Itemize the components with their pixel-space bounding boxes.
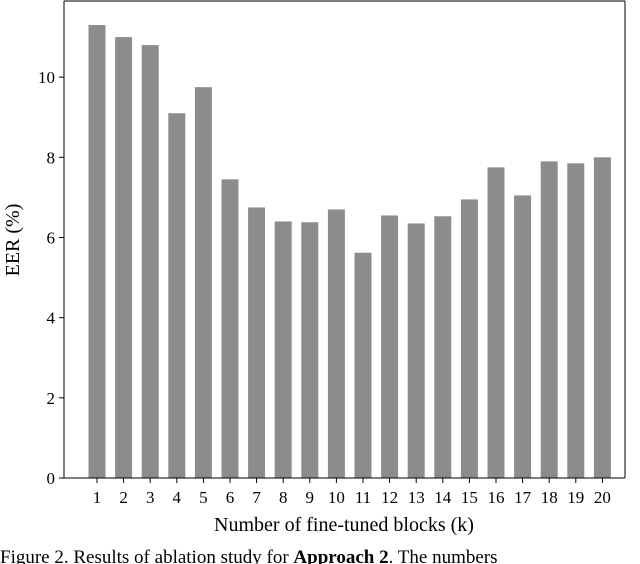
y-ticks-group: 0 2 4 6 8 10 xyxy=(38,68,64,488)
x-axis-title: Number of fine-tuned blocks (k) xyxy=(214,514,474,536)
bar-k-16 xyxy=(487,167,505,478)
bar-k-15 xyxy=(460,199,478,479)
bar-k-8 xyxy=(274,221,292,478)
x-tick-label: 3 xyxy=(146,488,155,507)
x-tick-label: 9 xyxy=(306,488,315,507)
x-tick-label: 2 xyxy=(119,488,128,507)
y-tick-label: 10 xyxy=(38,68,55,87)
x-tick-label: 13 xyxy=(408,488,425,507)
x-tick-label: 16 xyxy=(488,488,505,507)
x-tick-label: 1 xyxy=(93,488,102,507)
bar-k-20 xyxy=(593,157,611,478)
bar-k-9 xyxy=(301,222,319,478)
bar-k-2 xyxy=(115,37,133,478)
x-tick-label: 7 xyxy=(252,488,261,507)
x-tick-label: 5 xyxy=(199,488,208,507)
caption-bold-text: Approach 2 xyxy=(293,547,388,564)
bar-k-6 xyxy=(221,179,239,478)
caption-prefix: Figure 2. Results of ablation study for xyxy=(0,547,293,564)
y-tick-label: 2 xyxy=(47,389,56,408)
x-tick-label: 4 xyxy=(173,488,182,507)
bar-k-10 xyxy=(327,209,345,478)
y-axis-title: EER (%) xyxy=(2,204,24,277)
y-tick-label: 0 xyxy=(47,469,56,488)
bar-k-18 xyxy=(540,161,558,478)
bar-k-7 xyxy=(248,207,266,478)
bar-k-12 xyxy=(381,215,399,478)
bar-k-13 xyxy=(407,223,425,478)
x-tick-label: 11 xyxy=(355,488,371,507)
bar-k-3 xyxy=(141,45,159,479)
x-tick-label: 12 xyxy=(381,488,398,507)
bar-k-14 xyxy=(434,216,452,478)
figure-caption: Figure 2. Results of ablation study for … xyxy=(0,547,498,564)
bar-k-1 xyxy=(88,25,106,479)
bars-group xyxy=(88,25,611,479)
x-ticks-group: 1 2 3 4 5 6 7 8 9 10 11 12 13 14 15 16 17 18 19 20 xyxy=(93,478,611,507)
bar-k-17 xyxy=(514,195,532,478)
x-tick-label: 10 xyxy=(328,488,345,507)
x-tick-label: 6 xyxy=(226,488,235,507)
x-tick-label: 18 xyxy=(541,488,558,507)
bar-k-19 xyxy=(567,163,585,478)
x-tick-label: 20 xyxy=(594,488,611,507)
caption-suffix: . The numbers xyxy=(389,547,498,564)
bar-k-5 xyxy=(194,87,212,479)
y-tick-label: 8 xyxy=(47,148,56,167)
y-tick-label: 6 xyxy=(47,229,56,248)
x-tick-label: 19 xyxy=(567,488,584,507)
x-tick-label: 8 xyxy=(279,488,288,507)
y-tick-label: 4 xyxy=(47,309,56,328)
x-tick-label: 15 xyxy=(461,488,478,507)
bar-k-11 xyxy=(354,252,372,478)
bar-k-4 xyxy=(168,113,186,479)
x-tick-label: 14 xyxy=(434,488,452,507)
x-tick-label: 17 xyxy=(514,488,532,507)
